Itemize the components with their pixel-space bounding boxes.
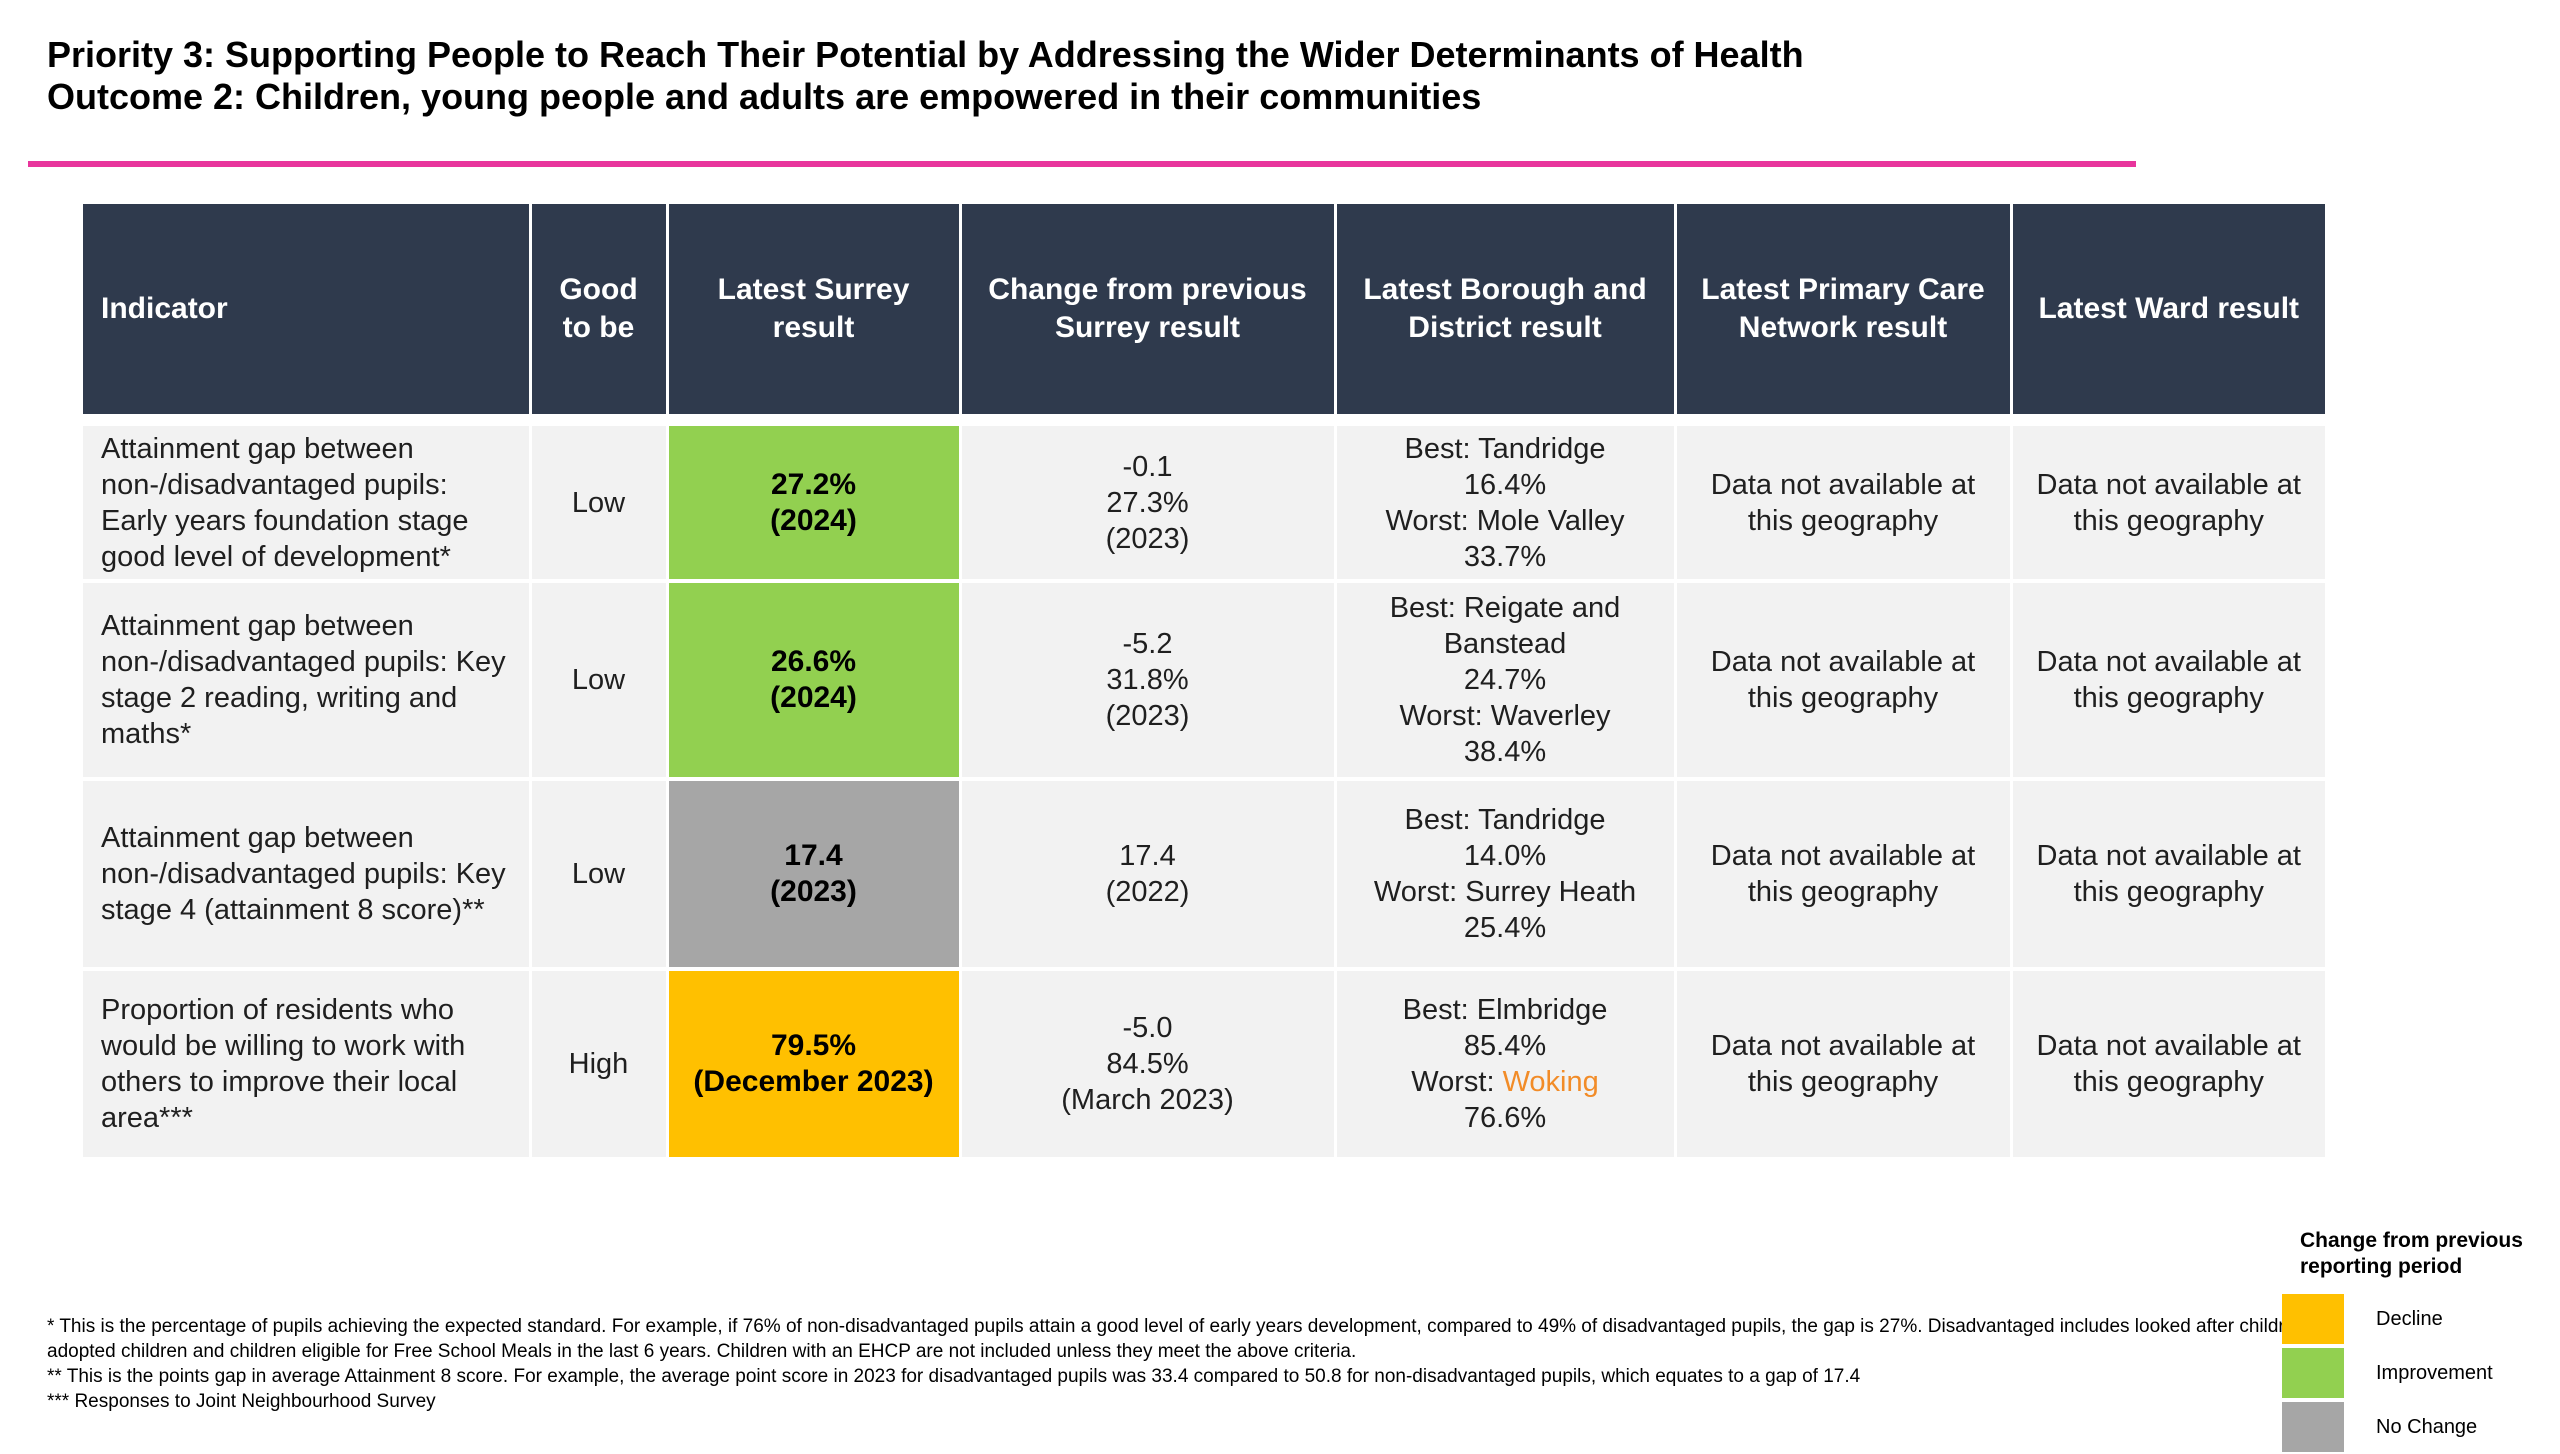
surrey-result-period: (December 2023)	[693, 1065, 934, 1098]
indicator-cell: Proportion of residents who would be wil…	[83, 969, 532, 1161]
column-header-surrey-result: Latest Surrey result	[667, 204, 962, 426]
column-header-pcn-result: Latest Primary Care Network result	[1675, 204, 2013, 426]
ward-result-cell: Data not available at this geography	[2011, 779, 2325, 971]
worst-borough-prefix: Worst:	[1411, 1066, 1503, 1098]
borough-result-cell: Best: Reigate and Banstead 24.7% Worst: …	[1335, 581, 1677, 781]
good-to-be-cell: Low	[530, 581, 669, 781]
pcn-result-cell: Data not available at this geography	[1675, 779, 2013, 971]
best-borough-value: 14.0%	[1463, 840, 1547, 872]
change-previous-value: 31.8%	[1106, 664, 1189, 696]
surrey-result-cell: 79.5% (December 2023)	[667, 969, 962, 1161]
borough-result-cell: Best: Tandridge 14.0% Worst: Surrey Heat…	[1335, 779, 1677, 971]
borough-result-cell: Best: Tandridge 16.4% Worst: Mole Valley…	[1335, 420, 1677, 583]
change-delta: -5.0	[1122, 1012, 1173, 1044]
indicator-cell: Attainment gap between non-/disadvantage…	[83, 779, 532, 971]
page-subtitle: Outcome 2: Children, young people and ad…	[47, 76, 1482, 117]
worst-borough: Worst: Waverley	[1399, 700, 1611, 732]
borough-result-cell: Best: Elmbridge 85.4% Worst: Woking 76.6…	[1335, 969, 1677, 1161]
best-borough-value: 85.4%	[1463, 1030, 1547, 1062]
change-delta: -5.2	[1122, 628, 1173, 660]
change-cell: -5.2 31.8% (2023)	[960, 581, 1337, 781]
footnote: *** Responses to Joint Neighbourhood Sur…	[47, 1391, 436, 1412]
surrey-result-value: 17.4	[784, 839, 843, 872]
legend-item-decline: Decline	[2240, 1292, 2560, 1346]
surrey-result-period: (2024)	[770, 503, 857, 537]
change-previous-value: 17.4	[1119, 840, 1176, 872]
column-header-borough-result: Latest Borough and District result	[1335, 204, 1677, 426]
change-cell: -5.0 84.5% (March 2023)	[960, 969, 1337, 1161]
legend-title: Change from previous reporting period	[2300, 1229, 2523, 1278]
column-header-indicator: Indicator	[83, 204, 532, 426]
table-header-row: Indicator Good to be Latest Surrey resul…	[83, 204, 2325, 426]
best-borough: Best: Reigate and Banstead	[1389, 592, 1621, 660]
footnote: adopted children and children eligible f…	[47, 1341, 1357, 1362]
legend-label-no-change: No Change	[2376, 1415, 2478, 1438]
surrey-result-cell: 27.2% (2024)	[667, 420, 962, 583]
surrey-result-value: 79.5%	[770, 1029, 857, 1062]
legend-label-decline: Decline	[2376, 1307, 2443, 1330]
change-previous-value: 84.5%	[1106, 1048, 1189, 1080]
change-delta: -0.1	[1122, 450, 1173, 483]
header-divider	[28, 161, 2136, 167]
worst-borough: Worst: Woking	[1351, 1064, 1660, 1100]
indicator-table: Indicator Good to be Latest Surrey resul…	[83, 204, 2325, 1161]
ward-result-cell: Data not available at this geography	[2011, 969, 2325, 1161]
pcn-result-cell: Data not available at this geography	[1675, 581, 2013, 781]
table-row: Proportion of residents who would be wil…	[83, 969, 2325, 1161]
column-header-change: Change from previous Surrey result	[960, 204, 1337, 426]
legend-swatch-improvement	[2282, 1348, 2344, 1398]
surrey-result-cell: 17.4 (2023)	[667, 779, 962, 971]
pcn-result-cell: Data not available at this geography	[1675, 420, 2013, 583]
column-header-good-to-be: Good to be	[530, 204, 669, 426]
table-row: Attainment gap between non-/disadvantage…	[83, 581, 2325, 781]
indicator-cell: Attainment gap between non-/disadvantage…	[83, 420, 532, 583]
best-borough: Best: Tandridge	[1404, 432, 1606, 465]
best-borough: Best: Tandridge	[1404, 804, 1606, 836]
change-cell: -0.1 27.3% (2023)	[960, 420, 1337, 583]
surrey-result-period: (2024)	[770, 681, 857, 714]
ward-result-cell: Data not available at this geography	[2011, 581, 2325, 781]
table-row: Attainment gap between non-/disadvantage…	[83, 779, 2325, 971]
legend-item-no-change: No Change	[2240, 1400, 2560, 1454]
surrey-result-value: 26.6%	[770, 645, 857, 678]
indicator-cell: Attainment gap between non-/disadvantage…	[83, 581, 532, 781]
legend-swatch-no-change	[2282, 1402, 2344, 1452]
surrey-result-cell: 26.6% (2024)	[667, 581, 962, 781]
surrey-result-period: (2023)	[770, 875, 857, 908]
best-borough: Best: Elmbridge	[1402, 994, 1608, 1026]
footnotes: * This is the percentage of pupils achie…	[47, 1314, 2287, 1414]
good-to-be-cell: Low	[530, 779, 669, 971]
status-legend: Change from previous reporting period De…	[2240, 1228, 2560, 1454]
best-borough-value: 24.7%	[1463, 664, 1547, 696]
legend-swatch-decline	[2282, 1294, 2344, 1344]
table-row: Attainment gap between non-/disadvantage…	[83, 420, 2325, 583]
worst-borough-value: 38.4%	[1463, 736, 1547, 768]
worst-borough-value: 33.7%	[1463, 540, 1547, 573]
page-header: Priority 3: Supporting People to Reach T…	[47, 34, 1804, 118]
change-previous-period: (2023)	[1105, 700, 1190, 732]
page-title: Priority 3: Supporting People to Reach T…	[47, 34, 1804, 75]
footnote: ** This is the points gap in average Att…	[47, 1366, 1861, 1387]
surrey-result-value: 27.2%	[770, 467, 857, 501]
ward-result-cell: Data not available at this geography	[2011, 420, 2325, 583]
worst-borough-place: Woking	[1502, 1066, 1599, 1098]
legend-item-improvement: Improvement	[2240, 1346, 2560, 1400]
legend-label-improvement: Improvement	[2376, 1361, 2493, 1384]
change-previous-value: 27.3%	[1106, 486, 1189, 519]
change-previous-period: (March 2023)	[1061, 1084, 1234, 1116]
pcn-result-cell: Data not available at this geography	[1675, 969, 2013, 1161]
change-cell: 17.4 (2022)	[960, 779, 1337, 971]
change-previous-period: (2022)	[1105, 876, 1190, 908]
good-to-be-cell: Low	[530, 420, 669, 583]
change-previous-period: (2023)	[1105, 522, 1190, 555]
footnote: * This is the percentage of pupils achie…	[47, 1316, 2287, 1337]
worst-borough-value: 76.6%	[1463, 1102, 1547, 1134]
column-header-ward-result: Latest Ward result	[2011, 204, 2325, 426]
good-to-be-cell: High	[530, 969, 669, 1161]
worst-borough: Worst: Surrey Heath	[1373, 876, 1637, 908]
worst-borough: Worst: Mole Valley	[1385, 504, 1625, 537]
best-borough-value: 16.4%	[1463, 468, 1547, 501]
worst-borough-value: 25.4%	[1463, 912, 1547, 944]
